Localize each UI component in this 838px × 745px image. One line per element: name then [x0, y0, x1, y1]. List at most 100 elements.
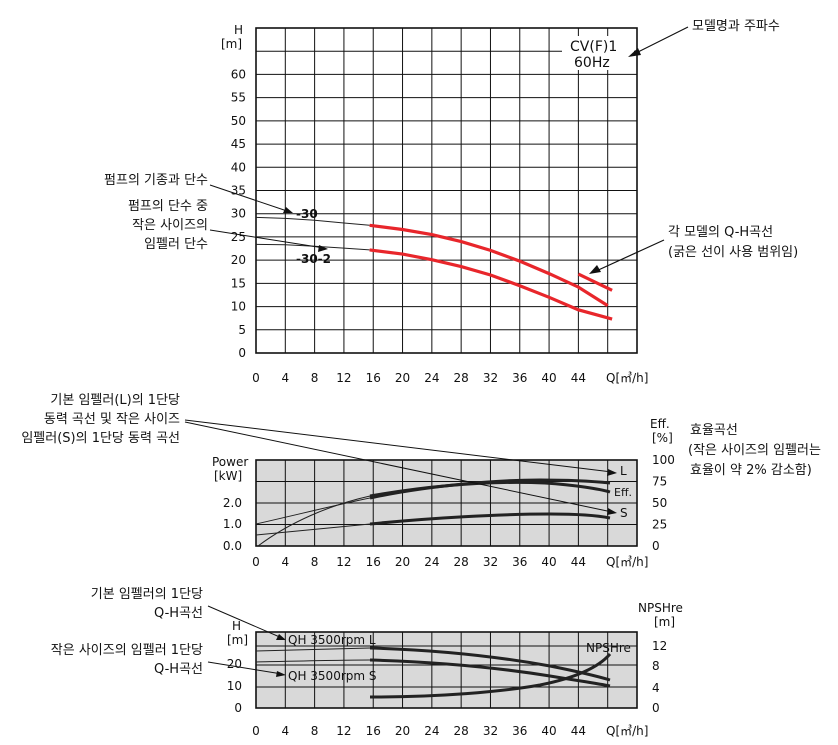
npsh-right-tick-labels: 0 4 8 12	[652, 639, 667, 715]
npsh-x-tick-label: 16	[366, 724, 381, 738]
npsh-x-axis-label: Q[㎥/h]	[606, 724, 648, 738]
npsh-right-tick-label: 4	[652, 681, 660, 695]
npsh-x-tick-label: 4	[281, 724, 289, 738]
npsh-x-tick-label: 32	[483, 724, 498, 738]
power-y-axis-unit: [kW]	[214, 469, 242, 483]
qh-y-tick-label: 60	[231, 67, 246, 81]
qh-y-tick-label: 5	[238, 323, 246, 337]
power-x-tick-labels: 0 4 8 12 16 20 24 28 32 36 40 44	[252, 555, 586, 569]
eff-note-line2: (작은 사이즈의 임펠러는	[688, 443, 821, 458]
npsh-y-tick-label: 20	[227, 657, 242, 671]
npsh-right-tick-label: 0	[652, 701, 660, 715]
qh-y-axis-unit: [m]	[221, 37, 242, 51]
eff-y-tick-label: 50	[652, 496, 667, 510]
power-label-s: S	[620, 506, 628, 520]
qh-y-tick-label: 35	[231, 184, 246, 198]
series-label-30-2: -30-2	[296, 252, 331, 266]
eff-y-tick-label: 25	[652, 518, 667, 532]
power-label-l: L	[620, 464, 627, 478]
qh-x-axis-label: Q[㎥/h]	[606, 371, 648, 385]
qh-y-tick-label: 50	[231, 114, 246, 128]
power-y-tick-label: 2.0	[223, 496, 242, 510]
qh-x-tick-label: 20	[395, 371, 410, 385]
qh-y-tick-label: 0	[238, 346, 246, 360]
small-impeller-note-line3: 임펠러 단수	[144, 237, 208, 252]
qh-x-tick-labels: 0 4 8 12 16 20 24 28 32 36 40 44	[252, 371, 586, 385]
qh-x-tick-label: 12	[336, 371, 351, 385]
stage-arrowhead	[283, 207, 293, 213]
power-x-tick-label: 32	[483, 555, 498, 569]
eff-note-line3: 효율이 약 2% 감소함)	[690, 463, 812, 478]
npsh-x-tick-label: 12	[336, 724, 351, 738]
npsh-x-tick-label: 24	[424, 724, 439, 738]
power-note-line3: 임펠러(S)의 1단당 동력 곡선	[21, 431, 180, 446]
qh-curve-note-line1: 각 모델의 Q-H곡선	[668, 225, 773, 240]
npsh-x-tick-label: 44	[571, 724, 586, 738]
stage-note: 펌프의 기종과 단수	[104, 173, 208, 188]
qh-x-tick-label: 28	[454, 371, 469, 385]
small-qh-arrow	[207, 661, 283, 675]
eff-y-tick-label: 0	[652, 539, 660, 553]
small-impeller-note-line2: 작은 사이즈의	[132, 218, 208, 233]
power-x-tick-label: 8	[311, 555, 319, 569]
qh-grid	[256, 28, 637, 353]
qh-y-tick-label: 45	[231, 137, 246, 151]
qh-series-1-bold	[369, 248, 613, 321]
power-x-tick-label: 12	[336, 555, 351, 569]
small-impeller-arrowhead	[318, 245, 328, 252]
power-s-arrowhead	[607, 508, 617, 515]
npsh-right-tick-label: 12	[652, 639, 667, 653]
power-l-arrowhead	[607, 469, 617, 476]
npsh-y-axis-unit: [m]	[227, 633, 248, 647]
eff-y-axis-label: Eff.	[650, 417, 670, 431]
npsh-curve	[369, 652, 612, 699]
npsh-curve-label: NPSHre	[586, 641, 631, 655]
power-x-tick-label: 36	[512, 555, 527, 569]
qh-y-axis-label: H	[234, 23, 243, 37]
qh-l-curve-label: QH 3500rpm L	[288, 633, 376, 647]
qh-series-0-thin	[255, 216, 370, 226]
qh-x-tick-label: 40	[541, 371, 556, 385]
power-y-tick-labels: 0.0 1.0 2.0	[223, 496, 242, 553]
npsh-curves	[255, 646, 612, 699]
power-y-tick-label: 1.0	[223, 517, 242, 531]
npsh-y-axis-label: H	[232, 619, 241, 633]
qh-x-tick-label: 44	[571, 371, 586, 385]
npsh-x-tick-label: 28	[454, 724, 469, 738]
qh-y-tick-label: 20	[231, 253, 246, 267]
npsh-x-tick-label: 8	[311, 724, 319, 738]
power-x-axis-label: Q[㎥/h]	[606, 555, 648, 569]
small-qh-arrowhead	[276, 671, 286, 677]
qh-y-tick-label: 15	[231, 276, 246, 290]
power-s-arrow	[184, 421, 613, 513]
qh-y-tick-label: 10	[231, 300, 246, 314]
qh-title-box	[562, 36, 634, 70]
npsh-grid	[256, 632, 637, 708]
power-y-axis-label: Power	[212, 455, 248, 469]
model-freq-arrow	[631, 26, 689, 56]
power-x-tick-label: 40	[541, 555, 556, 569]
base-qh-arrowhead	[276, 634, 286, 640]
npsh-annotations: 기본 임펠러의 1단당 Q-H곡선 작은 사이즈의 임펠러 1단당 Q-H곡선	[51, 587, 286, 677]
power-chart: 0 4 8 12 16 20 24 28 32 36 40 44 0.0 1.0 2.0 0 25 50 75 1…	[212, 417, 675, 569]
model-freq-note: 모델명과 주파수	[692, 19, 780, 34]
qh-s-curve-thin	[255, 659, 371, 663]
power-x-tick-label: 44	[571, 555, 586, 569]
series-label-30: -30	[296, 207, 318, 221]
power-x-tick-label: 16	[366, 555, 381, 569]
qh-curves	[255, 216, 613, 321]
small-impeller-arrow	[209, 229, 325, 249]
qh-x-tick-label: 32	[483, 371, 498, 385]
base-qh-arrow	[207, 605, 283, 639]
power-annotations: 기본 임펠러(L)의 1단당 동력 곡선 및 작은 사이즈 임펠러(S)의 1단…	[21, 393, 821, 515]
qh-x-tick-label: 0	[252, 371, 260, 385]
power-l-arrow	[184, 419, 613, 473]
npsh-x-tick-labels: 0 4 8 12 16 20 24 28 32 36 40 44	[252, 724, 586, 738]
eff-y-tick-label: 100	[652, 453, 675, 467]
qh-y-tick-label: 25	[231, 230, 246, 244]
qh-y-tick-labels: 0 5 10 15 20 25 30 35 40 45 50 55 60	[231, 67, 246, 360]
qh-annotations: 모델명과 주파수 펌프의 기종과 단수 펌프의 단수 중 작은 사이즈의 임펠러…	[104, 19, 798, 274]
model-freq-arrowhead	[628, 48, 641, 57]
small-qh-note-line2: Q-H곡선	[154, 662, 203, 677]
